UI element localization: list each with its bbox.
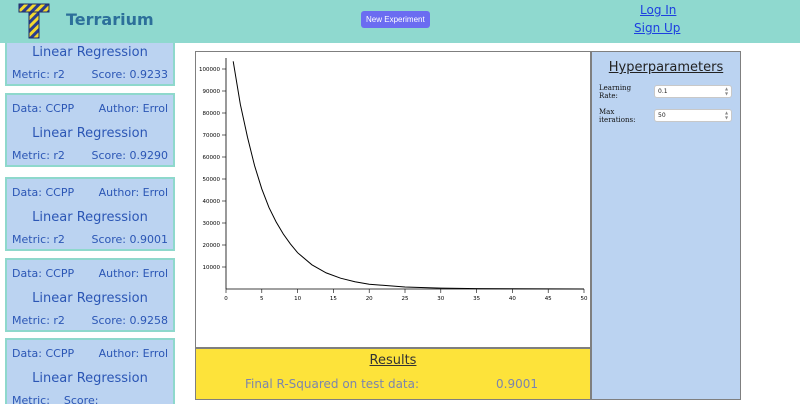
top-header: Terrarium New Experiment Log In Sign Up	[0, 0, 800, 43]
new-experiment-button[interactable]: New Experiment	[361, 11, 430, 28]
y-tick-label: 90000	[203, 89, 221, 95]
card-score: Score: 0.9001	[91, 233, 168, 246]
x-tick-label: 20	[366, 296, 373, 302]
card-header-row: Data: CCPP Author: Errol	[12, 102, 168, 115]
card-metric: Metric: r2	[12, 68, 65, 81]
brand-name[interactable]: Terrarium	[66, 10, 154, 29]
card-metric: Metric: r2	[12, 233, 65, 246]
max-iterations-input[interactable]: 50 ▲ ▼	[654, 109, 732, 122]
learning-rate-input[interactable]: 0.1 ▲ ▼	[654, 85, 732, 98]
x-tick-label: 40	[509, 296, 516, 302]
card-data-label: Data: CCPP	[12, 102, 75, 115]
card-footer-row: Metric: r2 Score: 0.9290	[12, 149, 168, 162]
y-tick-label: 50000	[203, 177, 221, 183]
signup-link[interactable]: Sign Up	[634, 21, 681, 35]
card-author-label: Author: Errol	[98, 102, 168, 115]
card-header-row: Data: CCPP Author: Errol	[12, 347, 168, 360]
x-tick-label: 35	[473, 296, 480, 302]
r-squared-value: 0.9001	[496, 377, 538, 391]
card-metric: Metric: r2	[12, 314, 65, 327]
card-model-name: Linear Regression	[32, 126, 148, 141]
results-title: Results	[369, 353, 417, 368]
loss-chart-panel: 0 5 10 15 20 25 30 35 40 45 50 10000 20000 30000 40000…	[195, 51, 591, 348]
loss-curve-line	[232, 61, 585, 290]
card-data-label: Data: CCPP	[12, 267, 75, 280]
card-footer-row: Metric: r2 Score: 0.9001	[12, 233, 168, 246]
x-tick-label: 25	[402, 296, 409, 302]
hyperparameters-title: Hyperparameters	[608, 60, 724, 75]
x-tick-label: 15	[330, 296, 337, 302]
experiment-card[interactable]: Data: CCPP Author: Errol Linear Regressi…	[5, 338, 175, 404]
y-tick-label: 70000	[203, 133, 221, 139]
y-tick-label: 100000	[199, 67, 220, 73]
card-author-label: Author: Errol	[98, 186, 168, 199]
x-tick-label: 50	[581, 296, 588, 302]
loss-chart: 0 5 10 15 20 25 30 35 40 45 50 10000 20000 30000 40000…	[199, 58, 588, 302]
card-metric: Metric:	[12, 394, 50, 404]
y-tick-label: 20000	[203, 243, 221, 249]
card-footer-row: Metric: r2 Score: 0.9233	[12, 68, 168, 81]
experiment-list[interactable]: Linear Regression Metric: r2 Score: 0.92…	[0, 43, 183, 404]
card-author-label: Author: Errol	[98, 267, 168, 280]
card-model-name: Linear Regression	[32, 45, 148, 60]
y-tick-label: 80000	[203, 111, 221, 117]
spinner-arrows-icon[interactable]: ▲ ▼	[724, 110, 729, 120]
card-model-name: Linear Regression	[32, 371, 148, 386]
x-tick-label: 45	[545, 296, 552, 302]
t-logo-icon[interactable]	[18, 2, 50, 40]
card-score: Score: 0.9233	[91, 68, 168, 81]
learning-rate-label: Learning Rate:	[599, 84, 632, 100]
card-score: Score:	[63, 394, 99, 404]
card-metric: Metric: r2	[12, 149, 65, 162]
card-header-row: Data: CCPP Author: Errol	[12, 267, 168, 280]
y-tick-label: 40000	[203, 199, 221, 205]
y-tick-label: 30000	[203, 221, 221, 227]
card-score: Score: 0.9258	[91, 314, 168, 327]
experiment-card[interactable]: Data: CCPP Author: Errol Linear Regressi…	[5, 258, 175, 332]
hyperparameters-panel: Hyperparameters Learning Rate: 0.1 ▲ ▼ Ma…	[591, 51, 741, 400]
card-data-label: Data: CCPP	[12, 347, 75, 360]
x-tick-label: 10	[294, 296, 301, 302]
x-tick-label: 0	[224, 296, 228, 302]
y-tick-label: 60000	[203, 155, 221, 161]
max-iterations-label: Max iterations:	[599, 108, 636, 124]
spinner-arrows-icon[interactable]: ▲ ▼	[724, 86, 729, 96]
experiment-card[interactable]: Data: CCPP Author: Errol Linear Regressi…	[5, 93, 175, 167]
y-tick-label: 10000	[203, 265, 221, 271]
experiment-card[interactable]: Linear Regression Metric: r2 Score: 0.92…	[5, 43, 175, 86]
card-author-label: Author: Errol	[98, 347, 168, 360]
card-model-name: Linear Regression	[32, 210, 148, 225]
card-score: Score: 0.9290	[91, 149, 168, 162]
login-link[interactable]: Log In	[640, 3, 677, 17]
card-footer-row: Metric: r2 Score: 0.9258	[12, 314, 168, 327]
x-tick-label: 5	[260, 296, 264, 302]
card-model-name: Linear Regression	[32, 291, 148, 306]
experiment-card[interactable]: Data: CCPP Author: Errol Linear Regressi…	[5, 177, 175, 251]
r-squared-label: Final R-Squared on test data:	[245, 377, 420, 391]
card-header-row: Data: CCPP Author: Errol	[12, 186, 168, 199]
x-tick-label: 30	[437, 296, 444, 302]
results-panel: Results Final R-Squared on test data: 0.…	[195, 348, 591, 400]
card-data-label: Data: CCPP	[12, 186, 75, 199]
card-footer-row: Metric: Score:	[12, 394, 168, 404]
